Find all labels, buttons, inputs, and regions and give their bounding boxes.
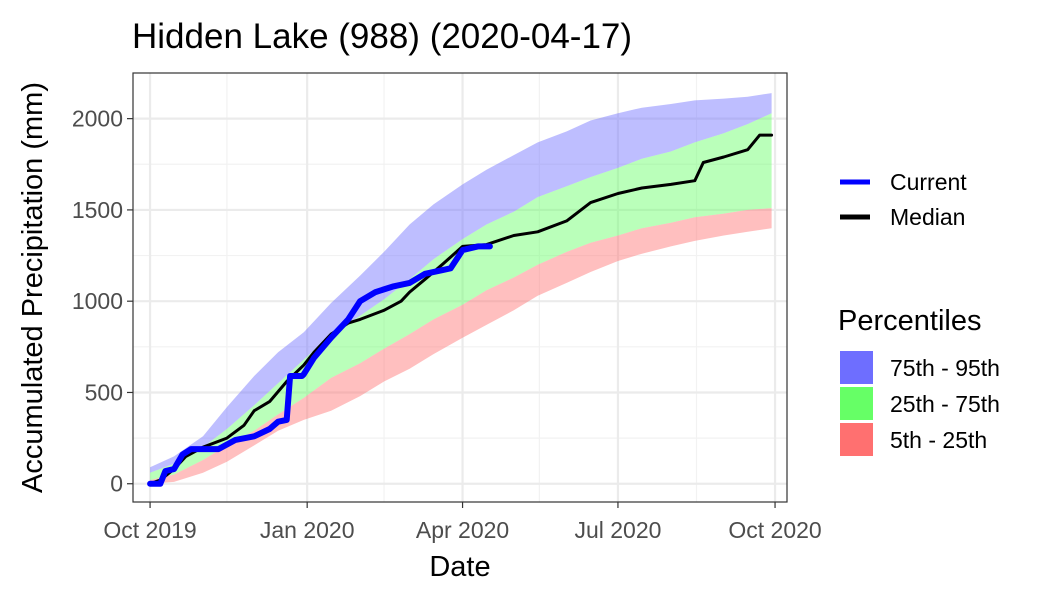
y-tick-label: 1000 [72, 288, 123, 314]
y-tick-label: 2000 [72, 106, 123, 132]
x-tick-label: Jan 2020 [260, 517, 355, 543]
x-tick-label: Apr 2020 [416, 517, 509, 543]
legend-label-p5_25: 5th - 25th [890, 427, 987, 453]
legend-swatch-p75_95 [840, 351, 873, 384]
band-5th-25th [150, 208, 772, 484]
legend: Current Median Percentiles 75th - 95th 25th … [838, 169, 1000, 456]
band-25th-75th [150, 113, 772, 481]
legend-label-p75_95: 75th - 95th [890, 355, 1000, 381]
median-line [148, 133, 774, 486]
y-tick-label: 1500 [72, 197, 123, 223]
legend-title-percentiles: Percentiles [838, 305, 981, 337]
legend-swatch-p5_25 [840, 423, 873, 456]
plot-border [132, 72, 788, 503]
chart-title: Hidden Lake (988) (2020-04-17) [132, 17, 632, 56]
legend-label-p25_75: 25th - 75th [890, 391, 1000, 417]
legend-swatch-p25_75 [840, 387, 873, 420]
y-tick-label: 0 [110, 471, 123, 497]
data-lines [147, 133, 774, 487]
y-axis-title: Accumulated Precipitation (mm) [17, 82, 49, 493]
plot-panel [133, 73, 787, 502]
x-tick-label: Oct 2020 [728, 517, 821, 543]
x-tick-label: Oct 2019 [103, 517, 196, 543]
x-axis-title: Date [429, 551, 490, 583]
y-axis: 0 500 1000 1500 2000 [72, 106, 133, 497]
current-line [147, 243, 493, 487]
x-axis: Oct 2019 Jan 2020 Apr 2020 Jul 2020 Oct 2020 [103, 502, 822, 543]
legend-label-current: Current [890, 169, 967, 195]
band-75th-95th [150, 93, 772, 473]
grid-lines [133, 73, 787, 502]
x-tick-label: Jul 2020 [574, 517, 661, 543]
percentile-bands [150, 93, 772, 484]
y-tick-label: 500 [85, 379, 123, 405]
legend-label-median: Median [890, 204, 965, 230]
